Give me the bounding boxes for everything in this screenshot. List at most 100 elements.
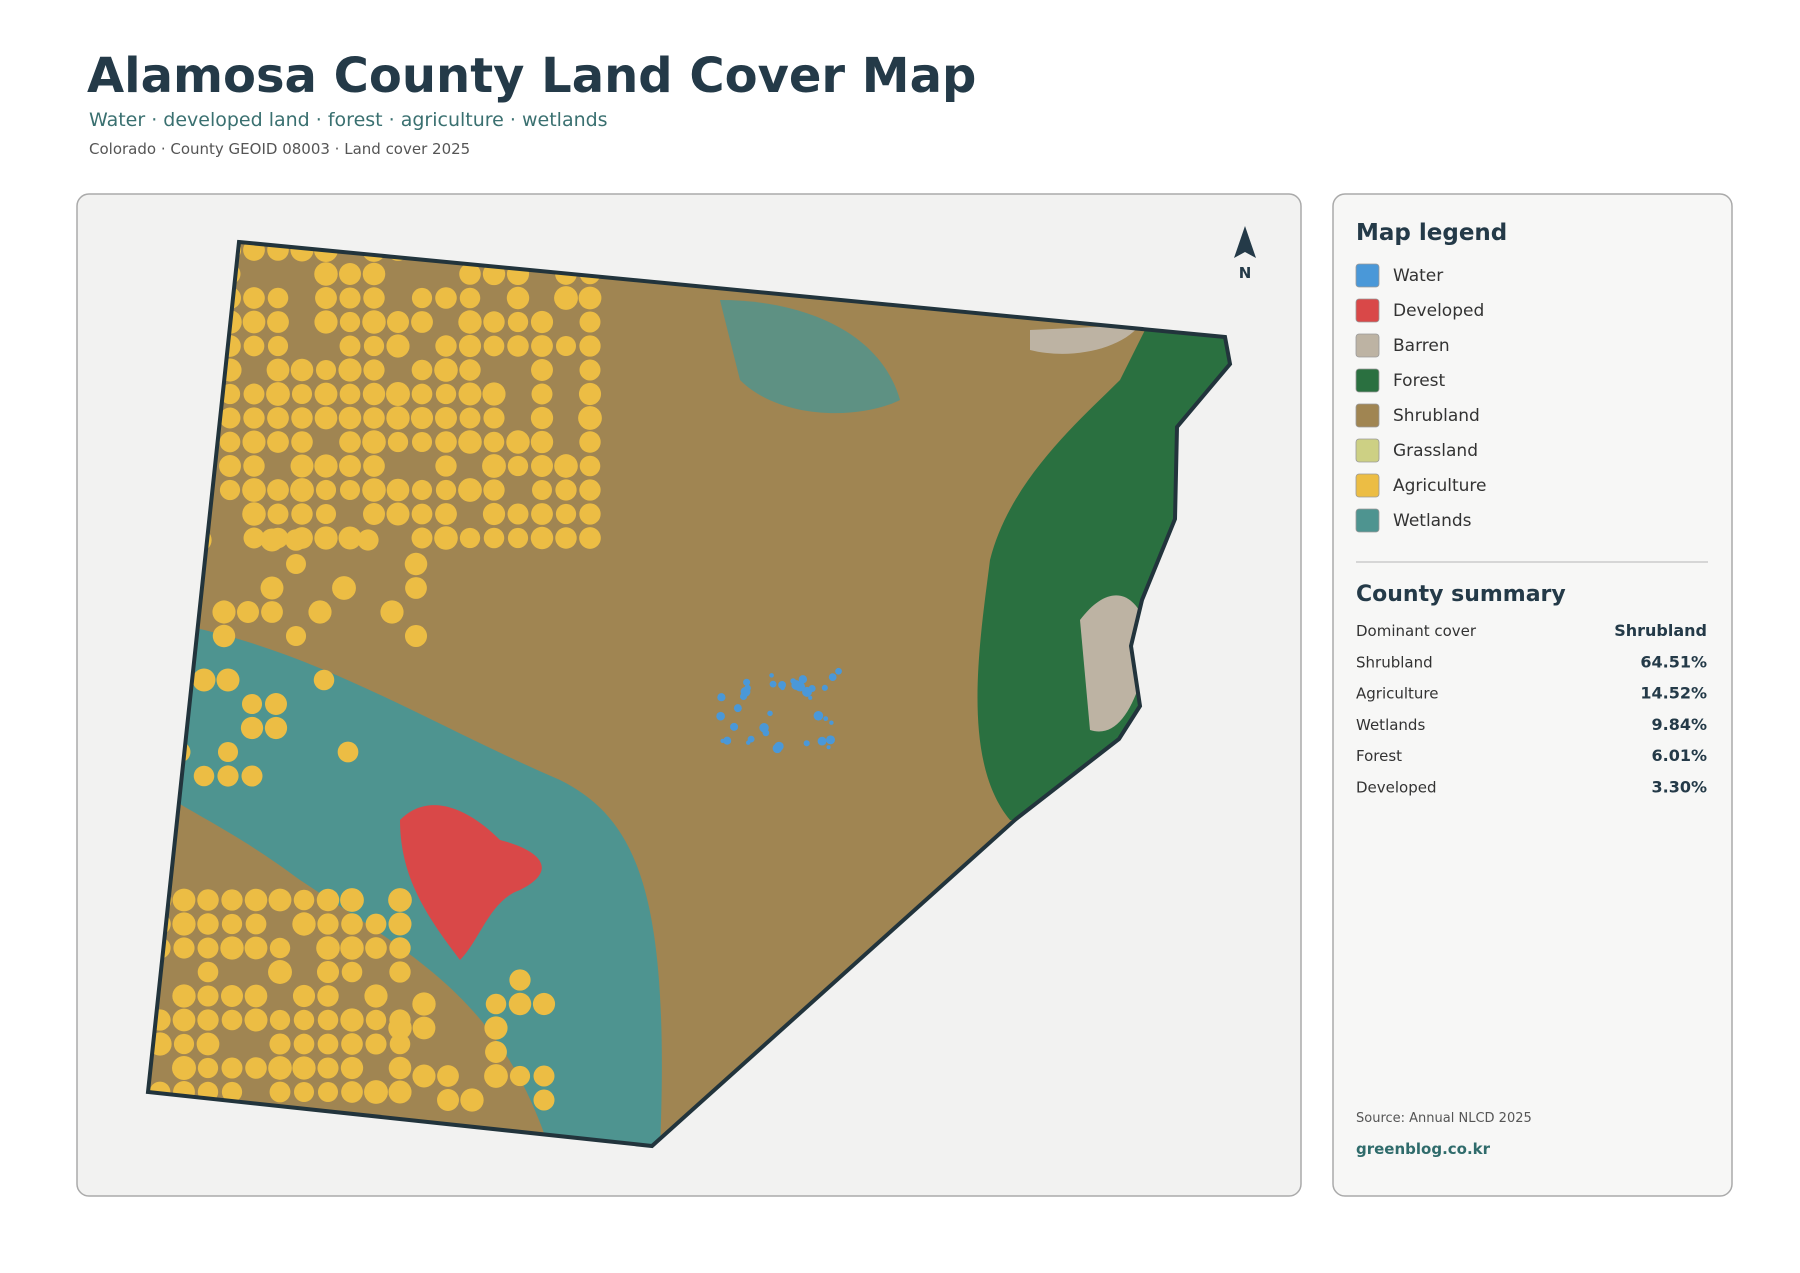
agriculture-field xyxy=(386,478,410,502)
agriculture-field xyxy=(212,624,236,648)
agriculture-field xyxy=(261,601,283,623)
agriculture-field xyxy=(315,359,337,381)
summary-label: Dominant cover xyxy=(1356,622,1477,640)
agriculture-field xyxy=(172,1008,196,1032)
legend-swatch xyxy=(1355,263,1380,288)
agriculture-field xyxy=(405,577,427,599)
water-body xyxy=(743,678,751,686)
agriculture-field xyxy=(197,889,219,911)
agriculture-field xyxy=(386,406,410,430)
agriculture-field xyxy=(269,937,291,959)
agriculture-field xyxy=(389,961,411,983)
agriculture-field xyxy=(290,454,314,478)
county-boundary xyxy=(145,239,1233,1149)
agriculture-field xyxy=(483,335,505,357)
agriculture-field xyxy=(507,455,529,477)
agriculture-field xyxy=(389,937,411,959)
agriculture-field xyxy=(483,431,505,453)
agriculture-field xyxy=(317,1081,339,1103)
agriculture-field xyxy=(269,1033,291,1055)
agriculture-field xyxy=(404,624,428,648)
water-body xyxy=(808,695,813,700)
agriculture-field xyxy=(197,961,219,983)
agriculture-field xyxy=(221,1057,243,1079)
summary-table: Dominant cover Shrubland Shrubland 64.51% Ag… xyxy=(1356,621,1707,797)
agriculture-field xyxy=(291,503,313,525)
agriculture-field xyxy=(192,668,216,692)
agriculture-field xyxy=(531,479,553,501)
agriculture-field xyxy=(197,937,219,959)
agriculture-field xyxy=(435,455,457,477)
agriculture-field xyxy=(240,716,264,740)
agriculture-field xyxy=(484,1064,508,1088)
agriculture-field xyxy=(509,969,531,991)
agriculture-field xyxy=(243,287,265,309)
summary-label: Shrubland xyxy=(1356,653,1433,671)
agriculture-field xyxy=(365,1009,387,1031)
legend-items: Water Developed Barren Forest Shrubland Grass… xyxy=(1355,263,1487,533)
water-body xyxy=(778,681,787,689)
agriculture-field xyxy=(531,335,553,357)
agriculture-field xyxy=(362,478,386,502)
water-body xyxy=(826,735,836,745)
agriculture-field xyxy=(579,431,601,453)
legend-swatch xyxy=(1355,298,1380,323)
legend-label: Grassland xyxy=(1393,441,1478,461)
agriculture-field xyxy=(243,527,265,549)
agriculture-field xyxy=(269,1081,291,1103)
agriculture-field xyxy=(293,1081,315,1103)
agriculture-field xyxy=(357,529,379,551)
agriculture-field xyxy=(435,287,457,309)
agriculture-field xyxy=(363,503,385,525)
water-body xyxy=(828,673,837,682)
agriculture-field xyxy=(339,311,361,333)
agriculture-field xyxy=(244,936,268,960)
agriculture-field xyxy=(314,310,338,334)
agriculture-field xyxy=(292,1056,316,1080)
agriculture-field xyxy=(193,765,215,787)
agriculture-field xyxy=(314,406,338,430)
agriculture-field xyxy=(245,1057,267,1079)
agriculture-field xyxy=(196,1032,220,1056)
water-body xyxy=(808,684,816,693)
agriculture-field xyxy=(388,1080,412,1104)
agriculture-field xyxy=(435,479,457,501)
agriculture-field xyxy=(260,576,284,600)
summary-value: 9.84% xyxy=(1651,715,1707,734)
agriculture-field xyxy=(435,407,457,429)
agriculture-field xyxy=(460,1088,484,1112)
agriculture-field xyxy=(339,287,361,309)
agriculture-field xyxy=(434,526,458,550)
developed-area xyxy=(400,805,542,960)
agriculture-field xyxy=(317,913,339,935)
agriculture-field xyxy=(363,455,385,477)
water-body xyxy=(774,741,784,751)
agriculture-field xyxy=(340,1056,364,1080)
agriculture-field xyxy=(338,406,362,430)
agriculture-field xyxy=(362,382,386,406)
agriculture-field xyxy=(219,407,241,429)
agriculture-field xyxy=(411,311,433,333)
site: greenblog.co.kr xyxy=(1356,1140,1491,1158)
legend-swatch xyxy=(1355,438,1380,463)
legend-label: Water xyxy=(1393,266,1443,286)
legend-title: Map legend xyxy=(1356,220,1507,246)
agriculture-field xyxy=(244,1008,268,1032)
agriculture-field xyxy=(533,1065,555,1087)
agriculture-field xyxy=(411,527,433,549)
agriculture-field xyxy=(341,1081,363,1103)
agriculture-field xyxy=(340,888,364,912)
agriculture-field xyxy=(365,1033,387,1055)
agriculture-field xyxy=(197,1009,219,1031)
agriculture-field xyxy=(483,407,505,429)
agriculture-field xyxy=(338,358,362,382)
agriculture-field xyxy=(220,984,244,1008)
agriculture-field xyxy=(269,1009,291,1031)
agriculture-field xyxy=(483,311,505,333)
barren-area xyxy=(1080,595,1150,732)
agriculture-field xyxy=(363,359,385,381)
agriculture-field xyxy=(458,310,482,334)
agriculture-field xyxy=(267,287,289,309)
